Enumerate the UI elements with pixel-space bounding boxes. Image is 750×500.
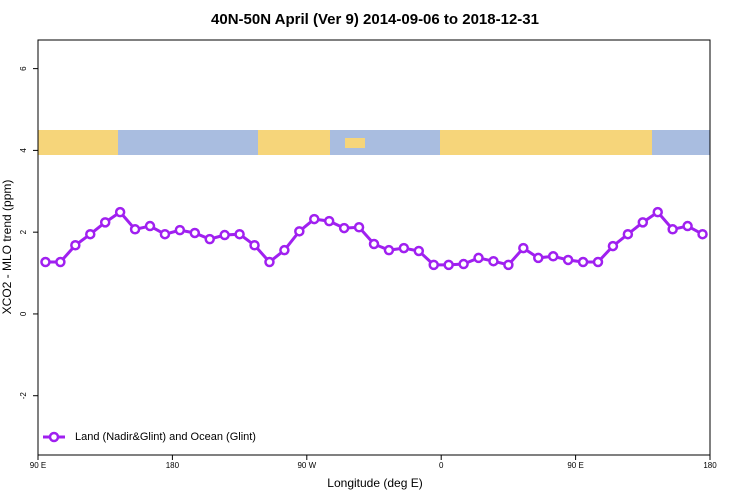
data-point bbox=[533, 252, 544, 264]
data-point bbox=[174, 224, 186, 236]
x-tick-label: 90 E bbox=[30, 461, 46, 470]
y-tick-label: 2 bbox=[19, 229, 28, 234]
data-point bbox=[294, 226, 305, 237]
data-point bbox=[189, 227, 201, 239]
plot-frame bbox=[37, 39, 711, 456]
data-point bbox=[518, 242, 529, 254]
data-point bbox=[398, 242, 410, 254]
x-tick-label: 90 W bbox=[297, 461, 316, 470]
data-point bbox=[70, 240, 81, 251]
x-tick-label: 180 bbox=[703, 461, 717, 470]
data-point bbox=[428, 259, 439, 271]
data-point bbox=[204, 233, 215, 245]
series-line bbox=[45, 210, 704, 267]
y-axis-label: XCO2 - MLO trend (ppm) bbox=[0, 180, 14, 315]
chart-title: 40N-50N April (Ver 9) 2014-09-06 to 2018… bbox=[211, 11, 539, 28]
data-point bbox=[592, 256, 604, 268]
data-point bbox=[697, 228, 708, 240]
data-point bbox=[652, 206, 663, 218]
data-point bbox=[503, 259, 514, 271]
x-tick-label: 0 bbox=[439, 461, 444, 470]
data-point bbox=[443, 259, 454, 271]
y-tick-label: -2 bbox=[19, 392, 28, 400]
data-point bbox=[383, 244, 395, 256]
data-point bbox=[622, 228, 634, 240]
data-point bbox=[323, 215, 335, 227]
data-point bbox=[99, 217, 111, 228]
data-point bbox=[114, 206, 126, 218]
data-point bbox=[309, 213, 320, 225]
data-point bbox=[234, 228, 245, 240]
legend-label: Land (Nadir&Glint) and Ocean (Glint) bbox=[75, 431, 256, 443]
data-point bbox=[458, 258, 469, 270]
data-point bbox=[368, 238, 380, 250]
data-point bbox=[85, 228, 96, 240]
data-point bbox=[129, 224, 141, 235]
map-strip bbox=[38, 130, 710, 155]
data-point bbox=[413, 245, 425, 257]
data-point bbox=[637, 217, 649, 228]
data-point bbox=[667, 224, 678, 235]
data-point bbox=[473, 252, 484, 264]
x-tick-label: 180 bbox=[166, 461, 180, 470]
data-point bbox=[682, 220, 693, 232]
data-point bbox=[353, 222, 365, 233]
y-tick-label: 6 bbox=[19, 66, 28, 71]
data-point bbox=[144, 220, 156, 232]
data-point bbox=[562, 254, 574, 266]
data-point bbox=[55, 256, 66, 268]
data-point bbox=[40, 256, 51, 268]
x-tick-label: 90 E bbox=[567, 461, 583, 470]
y-tick-label: 4 bbox=[19, 148, 28, 153]
data-point bbox=[264, 256, 275, 268]
data-point bbox=[338, 222, 350, 234]
data-point bbox=[607, 240, 619, 252]
x-axis-label: Longitude (deg E) bbox=[327, 476, 422, 490]
y-tick-label: 0 bbox=[19, 311, 28, 316]
data-point bbox=[279, 244, 290, 256]
data-point bbox=[488, 255, 499, 267]
legend-marker bbox=[48, 431, 60, 443]
data-point bbox=[249, 240, 260, 251]
data-point bbox=[219, 229, 230, 241]
data-point bbox=[547, 251, 559, 262]
data-point bbox=[577, 256, 589, 268]
data-point bbox=[159, 228, 171, 240]
